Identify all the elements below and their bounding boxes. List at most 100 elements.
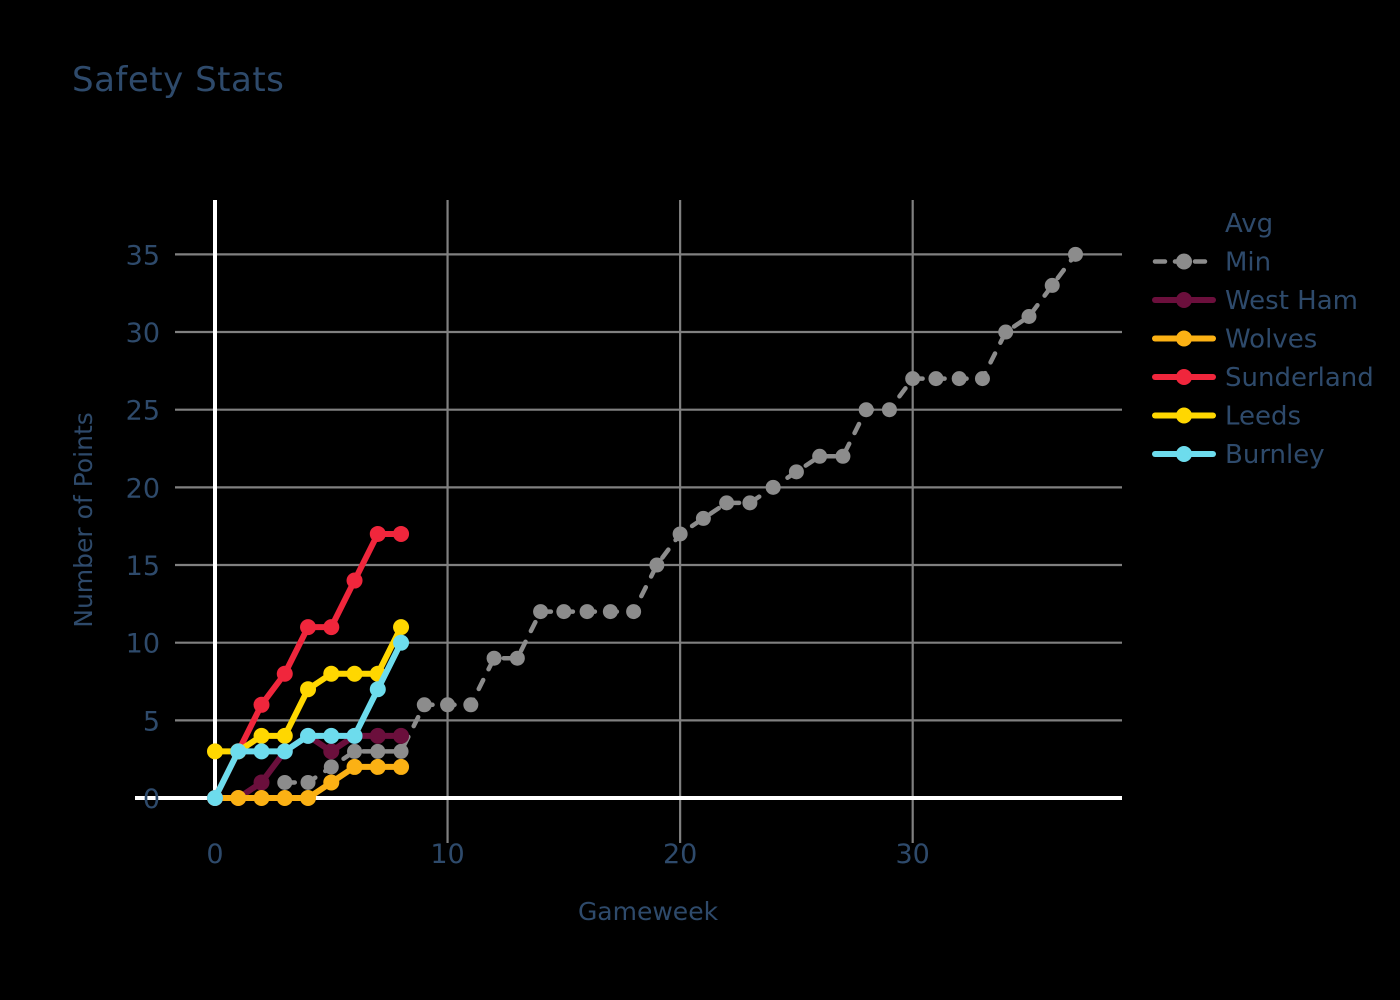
data-point bbox=[323, 774, 340, 791]
legend-item-label: Min bbox=[1225, 248, 1271, 278]
data-point bbox=[253, 790, 270, 806]
y-tick-label: 0 bbox=[143, 784, 160, 815]
series-min bbox=[277, 246, 1083, 790]
data-point bbox=[276, 743, 293, 760]
legend-swatch-marker bbox=[1176, 330, 1192, 347]
data-point bbox=[323, 665, 340, 682]
data-point bbox=[346, 727, 363, 744]
legend-item-min[interactable]: Min bbox=[1152, 248, 1271, 278]
data-point bbox=[1067, 246, 1083, 262]
data-point bbox=[533, 604, 549, 620]
data-point bbox=[1021, 308, 1037, 324]
series-line bbox=[212, 530, 405, 801]
data-point bbox=[323, 727, 340, 744]
chart-title: Safety Stats bbox=[72, 60, 285, 100]
data-point bbox=[951, 371, 967, 387]
data-point bbox=[300, 774, 316, 790]
data-point bbox=[369, 758, 386, 775]
data-point bbox=[393, 525, 410, 542]
series-leeds bbox=[207, 619, 410, 760]
y-tick-label: 30 bbox=[126, 318, 160, 349]
data-point bbox=[230, 790, 247, 806]
data-point bbox=[626, 604, 642, 620]
data-series-group bbox=[207, 246, 1083, 806]
y-tick-label: 25 bbox=[126, 396, 160, 427]
y-tick-label: 15 bbox=[126, 551, 160, 582]
legend-item-sunderland[interactable]: Sunderland bbox=[1152, 363, 1374, 393]
data-point bbox=[253, 743, 270, 760]
data-point bbox=[719, 495, 735, 511]
data-point bbox=[323, 759, 339, 775]
data-point bbox=[974, 371, 990, 387]
data-point bbox=[556, 604, 572, 620]
data-point bbox=[393, 758, 410, 775]
data-point bbox=[486, 650, 502, 666]
data-point bbox=[370, 743, 386, 759]
legend-swatch-marker bbox=[1176, 407, 1192, 424]
data-point bbox=[300, 790, 317, 806]
data-point bbox=[323, 743, 340, 760]
data-point bbox=[230, 743, 247, 760]
data-point bbox=[207, 743, 223, 760]
y-tick-label: 35 bbox=[126, 240, 160, 271]
data-point bbox=[393, 619, 410, 636]
y-axis-title: Number of Points bbox=[69, 412, 98, 628]
data-point bbox=[300, 727, 317, 744]
data-point bbox=[649, 557, 665, 573]
legend-item-west-ham[interactable]: West Ham bbox=[1152, 286, 1358, 316]
data-point bbox=[369, 727, 386, 744]
data-point bbox=[835, 448, 851, 464]
gridlines-group bbox=[175, 200, 1122, 843]
data-point bbox=[742, 495, 758, 511]
legend-item-label: Wolves bbox=[1225, 325, 1317, 355]
legend-item-label: Burnley bbox=[1225, 440, 1325, 470]
data-point bbox=[788, 464, 804, 480]
data-point bbox=[346, 758, 363, 775]
data-point bbox=[346, 665, 363, 682]
y-tick-label: 5 bbox=[143, 706, 160, 737]
x-tick-label: 30 bbox=[896, 839, 930, 870]
data-point bbox=[905, 371, 921, 387]
data-point bbox=[346, 572, 363, 589]
y-axis-ticks-group: 0 5 10 15 20 25 30 35 bbox=[126, 240, 160, 815]
data-point bbox=[881, 402, 897, 418]
data-point bbox=[300, 681, 317, 698]
legend-swatch-marker bbox=[1176, 253, 1192, 270]
data-point bbox=[347, 743, 363, 759]
data-point bbox=[253, 696, 270, 713]
legend-group[interactable]: Avg Min West Ham Wolves Sunderland Leeds Burnl… bbox=[1152, 209, 1374, 470]
data-point bbox=[1044, 277, 1060, 293]
data-point bbox=[928, 371, 944, 387]
data-point bbox=[765, 479, 781, 495]
data-point bbox=[369, 525, 386, 542]
x-axis-title: Gameweek bbox=[578, 897, 719, 926]
legend-item-wolves[interactable]: Wolves bbox=[1152, 325, 1317, 355]
data-point bbox=[300, 619, 317, 636]
data-point bbox=[253, 727, 270, 744]
data-point bbox=[695, 510, 711, 526]
data-point bbox=[416, 697, 432, 713]
data-point bbox=[277, 774, 293, 790]
data-point bbox=[393, 743, 409, 759]
axis-lines-group bbox=[135, 200, 1122, 800]
data-point bbox=[253, 774, 270, 791]
data-point bbox=[207, 790, 223, 806]
data-point bbox=[323, 619, 340, 636]
legend-item-label: Leeds bbox=[1225, 402, 1301, 432]
data-point bbox=[276, 790, 293, 806]
data-point bbox=[276, 665, 293, 682]
data-point bbox=[393, 727, 410, 744]
data-point bbox=[509, 650, 525, 666]
data-point bbox=[998, 324, 1014, 340]
x-tick-label: 20 bbox=[663, 839, 697, 870]
data-point bbox=[579, 604, 595, 620]
data-point bbox=[812, 448, 828, 464]
legend-item-label: Sunderland bbox=[1225, 363, 1374, 393]
data-point bbox=[672, 526, 688, 542]
legend-item-burnley[interactable]: Burnley bbox=[1152, 440, 1325, 470]
legend-item-leeds[interactable]: Leeds bbox=[1152, 402, 1301, 432]
y-tick-label: 10 bbox=[126, 629, 160, 660]
data-point bbox=[440, 697, 456, 713]
